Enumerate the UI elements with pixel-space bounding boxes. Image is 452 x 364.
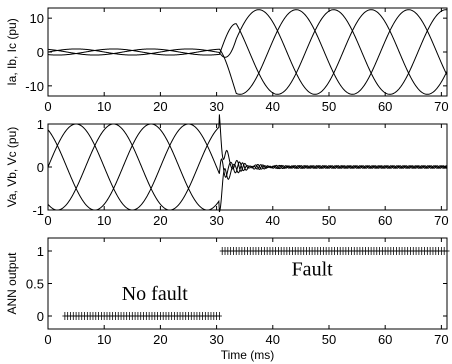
x-tick-label: 30 [209,213,223,228]
x-tick-label: 40 [266,213,280,228]
x-tick-label: 60 [378,332,392,347]
x-tick-label: 70 [434,213,448,228]
x-tick-label: 10 [97,99,111,114]
x-tick-label: 50 [322,213,336,228]
y-tick-label: 10 [30,11,44,26]
annotation-0: No fault [122,283,189,305]
x-tick-label: 20 [153,332,167,347]
y-tick-label: -10 [25,79,44,94]
annotation-1: Fault [292,259,334,281]
y-tick-label: 0 [37,160,44,175]
series-line-0-1 [47,9,448,95]
x-tick-label: 40 [266,99,280,114]
x-tick-label: 50 [322,99,336,114]
x-tick-label: 10 [97,213,111,228]
series-line-1-1 [47,114,448,211]
x-tick-label: 30 [209,99,223,114]
x-axis-label: Time (ms) [221,348,275,362]
y-tick-label: 0 [37,309,44,324]
x-tick-label: 40 [266,332,280,347]
x-tick-label: 10 [97,332,111,347]
x-tick-label: 20 [153,213,167,228]
x-tick-label: 20 [153,99,167,114]
x-tick-label: 70 [434,332,448,347]
x-tick-label: 0 [44,213,51,228]
series-line-0-0 [47,9,448,95]
y-tick-label: 1 [37,117,44,132]
y-tick-label: 1 [37,244,44,259]
x-tick-label: 30 [209,332,223,347]
y-tick-label: 0 [37,45,44,60]
series-line-0-2 [47,9,448,95]
x-tick-label: 50 [322,332,336,347]
y-tick-label: 0.5 [26,277,44,292]
x-tick-label: 70 [434,99,448,114]
y-axis-label: Ia, Ib, Ic (pu) [5,18,19,85]
y-axis-label: ANN output [5,252,19,315]
plot-frame-0 [47,7,448,97]
ann-output-plot: No fault Fault 0 10 20 30 40 50 60 70 1 0.5 0 ANN out… [5,237,450,362]
y-tick-label: -1 [32,203,44,218]
x-tick-label: 0 [44,99,51,114]
x-tick-label: 0 [44,332,51,347]
x-tick-label: 60 [378,213,392,228]
series-line-1-2 [47,123,448,213]
x-tick-label: 60 [378,99,392,114]
y-axis-label: Va, Vb, Vc (pu) [5,127,19,207]
